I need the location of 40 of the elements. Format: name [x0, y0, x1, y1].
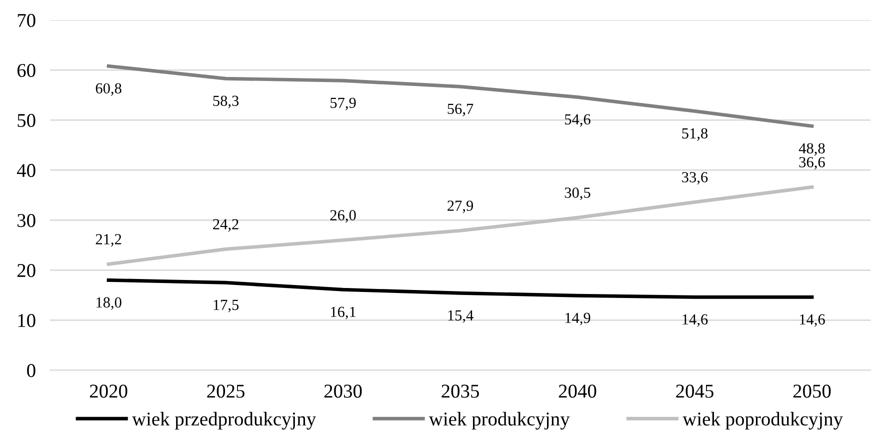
legend-label: wiek poprodukcyjny	[682, 412, 843, 430]
x-tick-label: 2035	[442, 384, 479, 398]
y-tick-label: 50	[18, 114, 36, 128]
data-label: 48,8	[798, 143, 825, 156]
data-label: 36,6	[799, 157, 825, 170]
data-label: 30,5	[564, 188, 590, 200]
data-label: 57,9	[330, 98, 356, 110]
data-label: 33,6	[682, 172, 708, 185]
data-label: 24,2	[213, 219, 238, 232]
x-tick-label: 2020	[90, 384, 128, 398]
data-label: 26,0	[330, 210, 356, 223]
data-label: 18,0	[96, 297, 122, 310]
data-label: 21,2	[96, 234, 122, 247]
y-tick-label: 0	[27, 364, 36, 378]
x-tick-label: 2025	[207, 384, 244, 398]
data-label: 15,4	[448, 310, 474, 323]
x-tick-label: 2040	[558, 384, 596, 398]
y-tick-label: 30	[18, 214, 36, 228]
legend-label: wiek przedprodukcyjny	[132, 412, 316, 430]
data-label: 54,6	[565, 114, 590, 127]
data-label: 27,9	[448, 200, 474, 214]
data-label: 60,8	[96, 83, 122, 96]
x-tick-label: 2045	[676, 384, 714, 398]
x-tick-label: 2050	[793, 384, 831, 398]
data-label: 14,6	[682, 314, 708, 327]
y-tick-label: 10	[18, 314, 36, 328]
y-tick-label: 70	[18, 14, 36, 28]
data-label: 14,6	[800, 314, 825, 327]
data-label: 58,3	[213, 96, 239, 108]
legend-label: wiek produkcyjny	[428, 412, 570, 430]
y-tick-label: 40	[17, 164, 36, 178]
data-label: 17,5	[214, 300, 239, 312]
line-series	[106, 278, 814, 299]
data-label: 16,1	[331, 306, 356, 320]
data-label: 51,8	[682, 128, 708, 141]
data-label: 56,7	[448, 104, 474, 116]
y-tick-label: 60	[17, 64, 36, 78]
data-label: 14,9	[565, 312, 590, 326]
y-tick-label: 20	[17, 264, 36, 278]
x-tick-label: 2030	[324, 384, 362, 398]
